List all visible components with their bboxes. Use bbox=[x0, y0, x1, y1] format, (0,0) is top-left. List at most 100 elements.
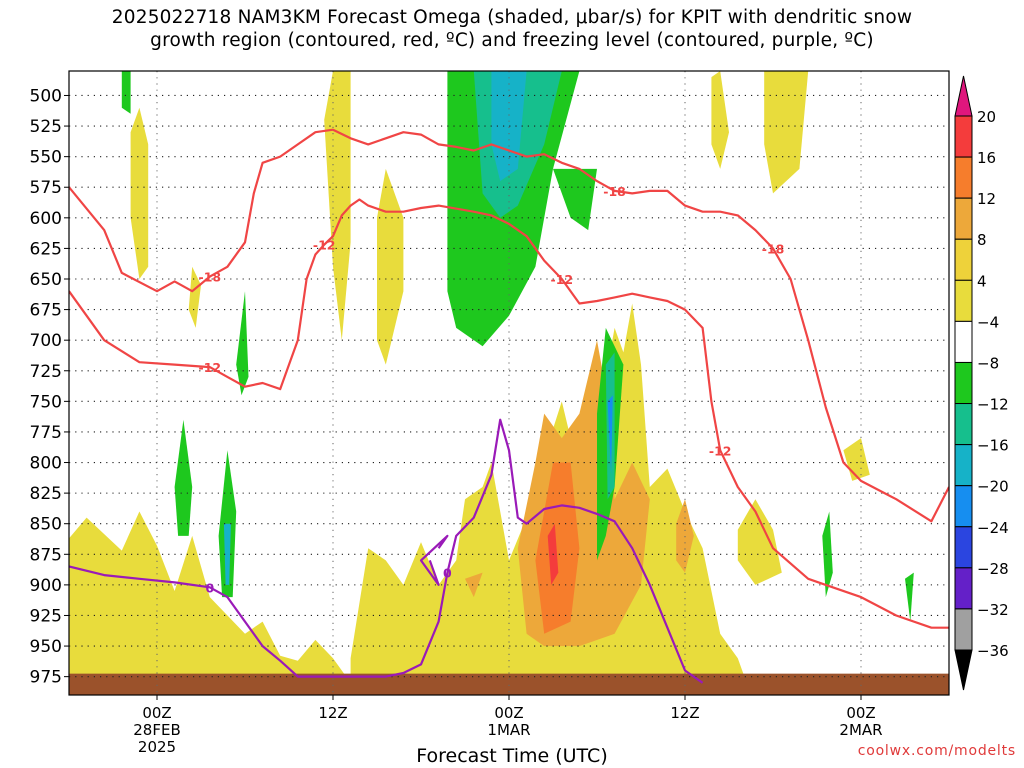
colorbar-label: 8 bbox=[977, 231, 987, 249]
colorbar-swatch bbox=[954, 320, 973, 363]
colorbar-label: −20 bbox=[977, 478, 1009, 496]
terrain bbox=[69, 673, 949, 695]
omega-region-27 bbox=[223, 523, 231, 585]
freezing-level-0 bbox=[69, 418, 704, 684]
colorbar-swatch bbox=[954, 567, 973, 610]
contour-minus12 bbox=[69, 198, 949, 629]
omega-region-17 bbox=[121, 71, 131, 114]
contour-minus12-label: -12 bbox=[709, 443, 732, 458]
omega-region-20 bbox=[218, 450, 237, 598]
x-tick-label: 28FEB bbox=[133, 721, 180, 739]
x-tick-label: 12Z bbox=[318, 704, 347, 722]
omega-region-9 bbox=[843, 438, 870, 481]
colorbar-swatch bbox=[954, 197, 973, 240]
y-tick-label: 925 bbox=[30, 606, 62, 626]
terrain-fill bbox=[69, 673, 949, 695]
x-tick-label: 2MAR bbox=[839, 721, 882, 739]
x-axis-title: Forecast Time (UTC) bbox=[416, 745, 608, 767]
omega-region-0 bbox=[69, 511, 351, 683]
y-tick-label: 825 bbox=[30, 484, 62, 504]
contour-minus18-label: -18 bbox=[603, 184, 626, 199]
omega-region-4 bbox=[324, 71, 351, 341]
y-tick-label: 800 bbox=[30, 454, 62, 474]
colorbar-bottom-arrow bbox=[954, 649, 973, 691]
colorbar-label: 4 bbox=[977, 272, 987, 290]
colorbar-label: 12 bbox=[977, 190, 996, 208]
freezing-level-0-label: 0 bbox=[205, 580, 214, 595]
colorbar-swatch bbox=[954, 444, 973, 487]
omega-region-3 bbox=[377, 168, 404, 365]
colorbar-swatch bbox=[954, 403, 973, 446]
y-tick-label: 700 bbox=[30, 331, 62, 351]
colorbar-label: −36 bbox=[977, 642, 1009, 660]
y-tick-label: 500 bbox=[30, 86, 62, 106]
omega-region-11 bbox=[676, 499, 694, 573]
colorbar-swatch bbox=[954, 156, 973, 199]
contour-minus12-label: -12 bbox=[551, 272, 574, 287]
y-tick-label: 650 bbox=[30, 270, 62, 290]
colorbar: 20 16 12 8 4 −4 −8 −12 −16 −20 −24 −28 −32 −36 bbox=[954, 75, 1009, 691]
colorbar-label: −24 bbox=[977, 519, 1009, 537]
colorbar-label: −28 bbox=[977, 560, 1009, 578]
y-tick-label: 750 bbox=[30, 392, 62, 412]
y-tick-label: 525 bbox=[30, 117, 62, 137]
x-tick-label: 00Z bbox=[494, 704, 523, 722]
omega-region-5 bbox=[130, 107, 149, 279]
y-tick-label: 575 bbox=[30, 178, 62, 198]
colorbar-label: 16 bbox=[977, 149, 996, 167]
x-tick-label: 00Z bbox=[142, 704, 171, 722]
y-tick-label: 775 bbox=[30, 423, 62, 443]
colorbar-label: −8 bbox=[977, 354, 999, 372]
colorbar-swatch bbox=[954, 361, 973, 405]
y-tick-label: 550 bbox=[30, 148, 62, 168]
y-axis: 500 525 550 575 600 625 650 675 700 725 750 775 800 8… bbox=[30, 86, 69, 688]
chart-title-line-2: growth region (contoured, red, ºC) and f… bbox=[150, 30, 874, 51]
colorbar-label: −4 bbox=[977, 313, 999, 331]
omega-region-18 bbox=[236, 291, 249, 396]
y-tick-label: 875 bbox=[30, 545, 62, 565]
y-tick-label: 975 bbox=[30, 668, 62, 688]
colorbar-swatch bbox=[954, 238, 973, 281]
omega-region-16 bbox=[553, 168, 597, 231]
colorbar-label: 20 bbox=[977, 108, 996, 126]
x-tick-label: 12Z bbox=[670, 704, 699, 722]
y-tick-label: 725 bbox=[30, 362, 62, 382]
colorbar-swatch bbox=[954, 485, 973, 528]
omega-shading bbox=[69, 71, 914, 683]
omega-region-12 bbox=[465, 572, 483, 598]
omega-region-23 bbox=[905, 572, 914, 622]
freezing-level-0-b bbox=[419, 534, 449, 587]
y-tick-label: 675 bbox=[30, 301, 62, 321]
omega-region-28 bbox=[607, 395, 613, 475]
x-tick-label: 1MAR bbox=[487, 721, 530, 739]
freezing-level-0-label: 0 bbox=[443, 566, 452, 581]
credit-link[interactable]: coolwx.com/modelts bbox=[857, 743, 1016, 759]
contour-minus18 bbox=[69, 128, 949, 523]
colorbar-label: −16 bbox=[977, 437, 1009, 455]
colorbar-swatch bbox=[954, 115, 973, 158]
omega-region-7 bbox=[711, 71, 729, 169]
contour-minus12-label: -12 bbox=[313, 238, 336, 253]
contour-minus18-label: -18 bbox=[762, 241, 785, 256]
y-tick-label: 850 bbox=[30, 515, 62, 535]
x-tick-label: 2025 bbox=[138, 738, 176, 756]
omega-region-2 bbox=[737, 499, 782, 585]
x-tick-label: 00Z bbox=[846, 704, 875, 722]
omega-region-22 bbox=[822, 511, 833, 598]
contour-minus12-label: -12 bbox=[199, 360, 222, 375]
colorbar-top-arrow bbox=[954, 75, 973, 117]
omega-region-6 bbox=[188, 266, 201, 328]
y-tick-label: 950 bbox=[30, 637, 62, 657]
y-tick-label: 600 bbox=[30, 209, 62, 229]
omega-region-8 bbox=[764, 71, 809, 194]
chart-title-line-1: 2025022718 NAM3KM Forecast Omega (shaded… bbox=[111, 7, 913, 28]
chart-title: 2025022718 NAM3KM Forecast Omega (shaded… bbox=[0, 6, 1024, 52]
colorbar-swatch bbox=[954, 526, 973, 569]
y-tick-label: 625 bbox=[30, 239, 62, 259]
omega-region-19 bbox=[174, 419, 193, 536]
colorbar-swatch bbox=[954, 279, 973, 322]
y-tick-label: 900 bbox=[30, 576, 62, 596]
contours: -18 -18 -18 -12 -12 -12 -12 0 0 bbox=[69, 128, 949, 684]
colorbar-label: −12 bbox=[977, 396, 1009, 414]
